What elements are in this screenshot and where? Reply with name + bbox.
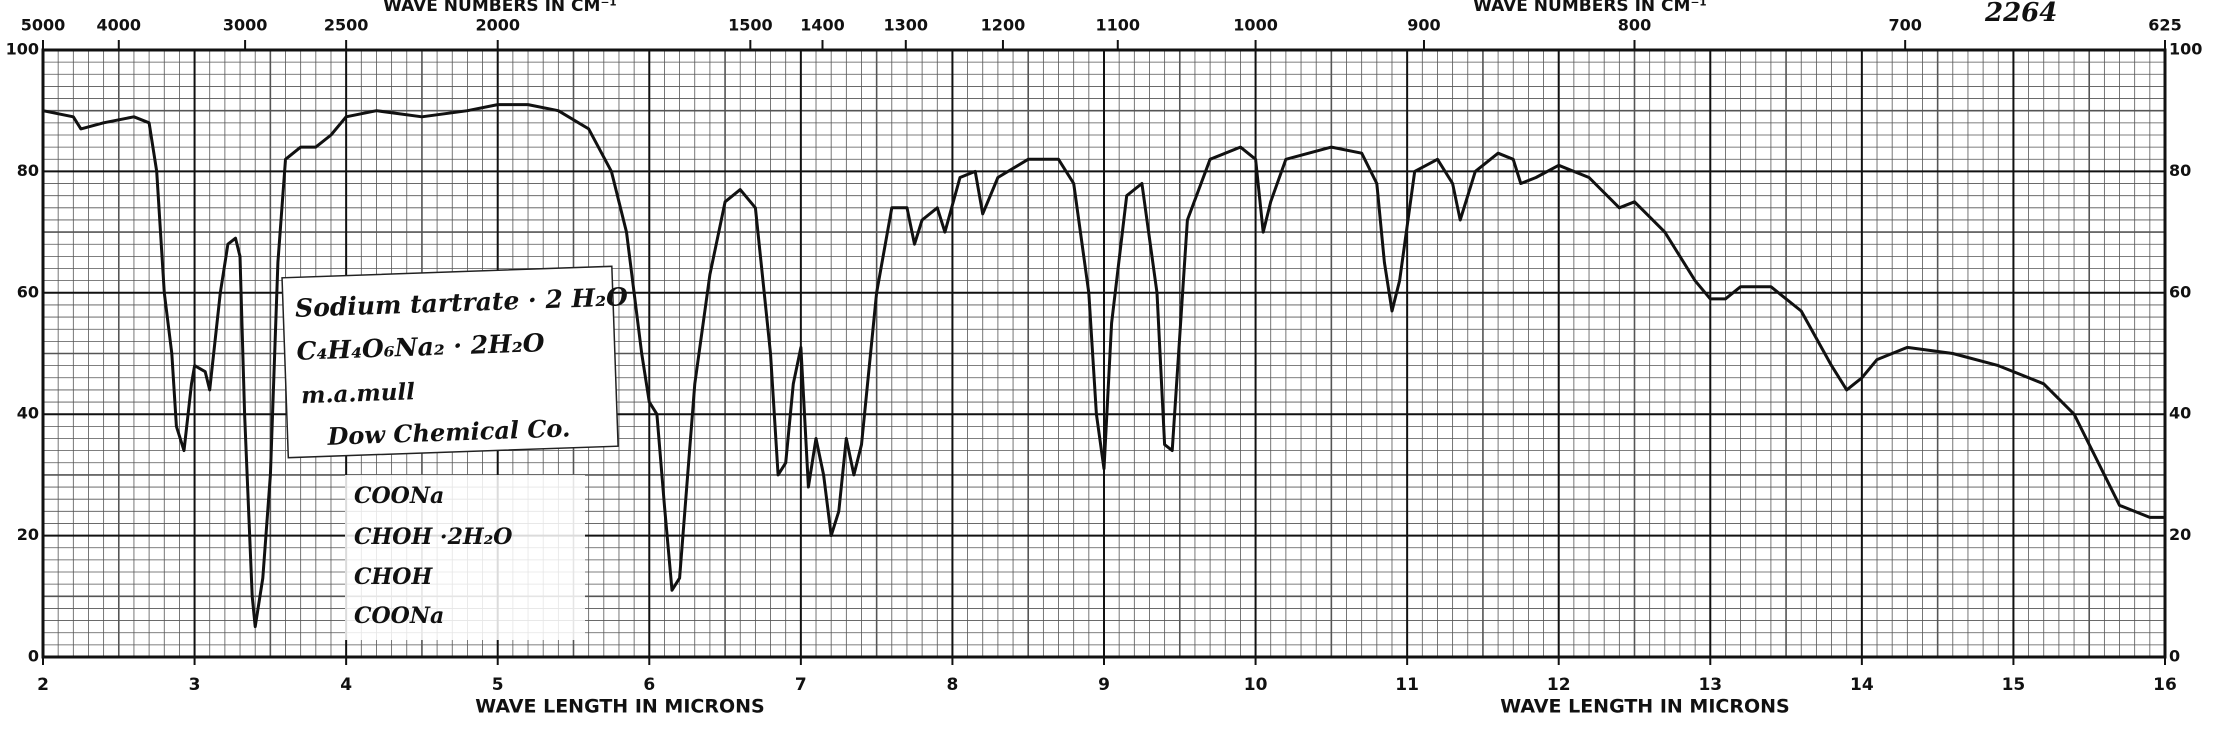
x2-tick-label: 1400 (800, 16, 845, 35)
plot-frame (41, 48, 2167, 659)
x-tick-label: 15 (2002, 675, 2026, 695)
x2-tick-label: 1500 (728, 16, 773, 35)
y2-tick-label: 40 (2169, 404, 2191, 423)
y-tick-label: 60 (17, 282, 39, 301)
x2-tick-label: 700 (1888, 16, 1921, 35)
annotation: m.a.mull (301, 378, 416, 409)
structure: COONa (354, 603, 444, 629)
x-tick-label: 13 (1698, 675, 1722, 695)
x2-axis-label: WAVE NUMBERS IN CM⁻¹ (383, 0, 617, 16)
x-tick-label: 6 (643, 675, 655, 695)
x-tick-label: 2 (37, 675, 49, 695)
x2-tick-label: 1300 (884, 16, 929, 35)
x-tick-label: 7 (795, 675, 807, 695)
x-tick-label: 14 (1850, 675, 1874, 695)
y-tick-label: 0 (28, 647, 39, 666)
x2-tick-label: 2500 (324, 16, 369, 35)
structure-backdrop (345, 475, 585, 640)
x-tick-label: 4 (340, 675, 352, 695)
x-axis-label: WAVE LENGTH IN MICRONS (475, 696, 764, 718)
x2-tick-label: 900 (1407, 16, 1440, 35)
y2-tick-label: 60 (2169, 282, 2191, 301)
x-tick-label: 8 (947, 675, 959, 695)
x2-axis-label: WAVE NUMBERS IN CM⁻¹ (1473, 0, 1707, 16)
x-axis-label: WAVE LENGTH IN MICRONS (1500, 696, 1789, 718)
y2-tick-label: 0 (2169, 647, 2180, 666)
x-tick-label: 12 (1547, 675, 1571, 695)
x-tick-label: 10 (1244, 675, 1268, 695)
structure: CHOH (354, 564, 433, 590)
chart-title: 2264 (1984, 0, 2057, 28)
y-tick-label: 40 (17, 404, 39, 423)
y-tick-label: 100 (6, 40, 39, 59)
x2-tick-label: 1100 (1096, 16, 1141, 35)
x2-tick-label: 2000 (475, 16, 520, 35)
x-tick-label: 3 (189, 675, 201, 695)
x2-tick-label: 1000 (1233, 16, 1278, 35)
x2-tick-label: 3000 (223, 16, 268, 35)
x2-tick-label: 4000 (97, 16, 142, 35)
x2-tick-label: 5000 (21, 16, 66, 35)
x-tick-label: 11 (1395, 675, 1419, 695)
annotation-frame (281, 265, 619, 459)
structure: CHOH ·2H₂O (354, 524, 512, 550)
structure: COONa (354, 483, 444, 509)
y-tick-label: 20 (17, 525, 39, 544)
annotation-box: Sodium tartrate · 2 H₂O C₄H₄O₆Na₂ · 2H₂O… (281, 265, 629, 459)
x-tick-label: 9 (1098, 675, 1110, 695)
y2-tick-label: 20 (2169, 525, 2191, 544)
y2-tick-label: 100 (2169, 40, 2202, 59)
y2-tick-label: 80 (2169, 161, 2191, 180)
y-tick-label: 80 (17, 161, 39, 180)
x2-tick-label: 625 (2148, 16, 2181, 35)
x-tick-label: 16 (2153, 675, 2177, 695)
x2-tick-label: 1200 (981, 16, 1026, 35)
x-tick-label: 5 (492, 675, 504, 695)
x2-tick-label: 800 (1618, 16, 1651, 35)
spectrum-line (42, 103, 2165, 629)
